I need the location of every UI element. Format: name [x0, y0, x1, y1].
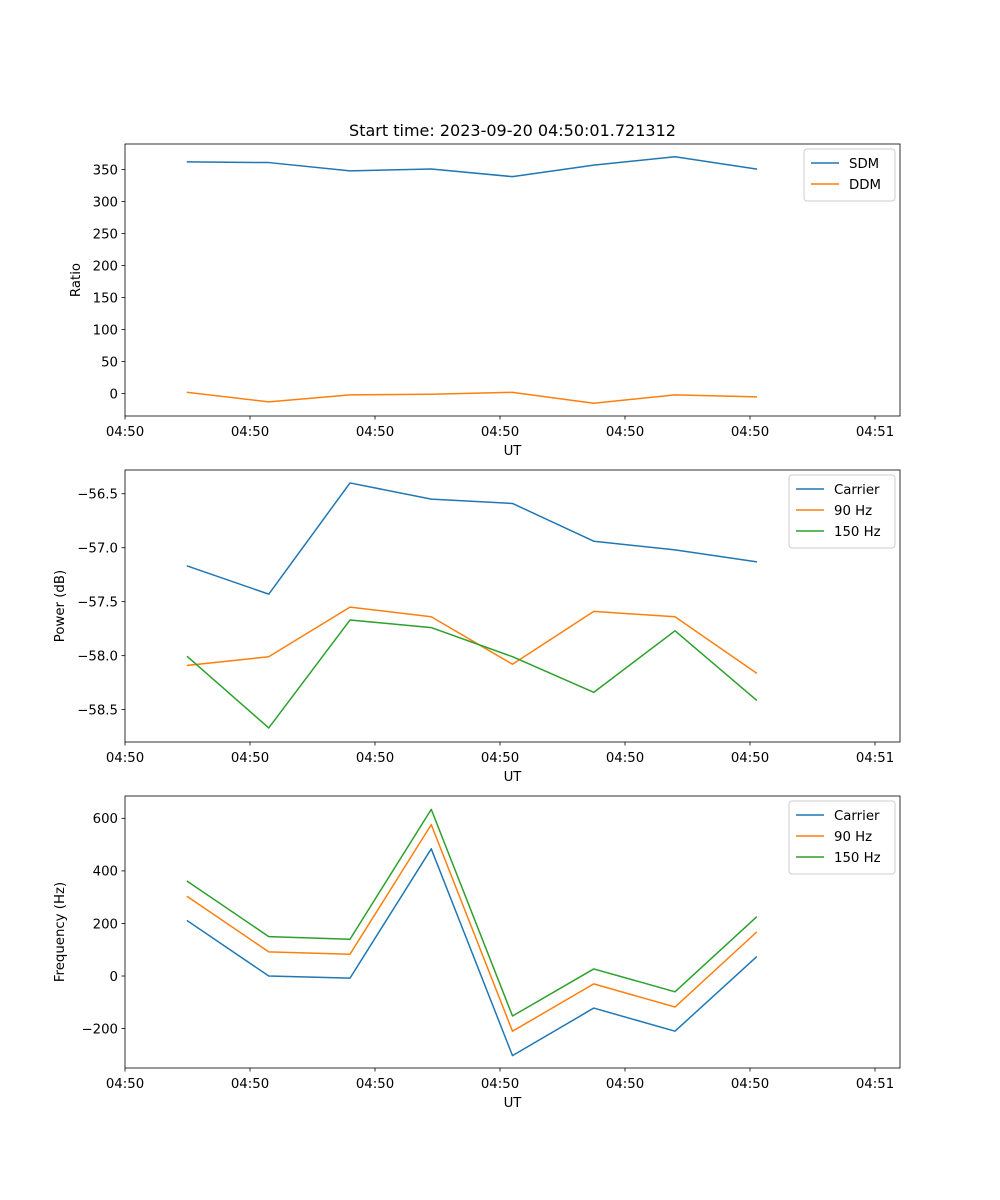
x-tick-label: 04:50 [606, 751, 644, 766]
x-tick-label: 04:50 [106, 425, 144, 440]
x-tick-label: 04:50 [106, 1077, 144, 1092]
legend: SDM DDM [803, 148, 896, 202]
legend-label: Carrier [834, 483, 880, 498]
x-tick-label: 04:50 [356, 425, 394, 440]
y-tick-label: −57.5 [77, 595, 118, 610]
x-axis-label: UT [504, 770, 523, 785]
y-axis-label: Power (dB) [53, 570, 68, 642]
y-tick-label: 150 [93, 291, 118, 306]
legend-box [803, 148, 896, 202]
y-tick-label: −57.0 [77, 542, 118, 557]
x-tick-label: 04:51 [856, 1077, 894, 1092]
subplot-2: 04:50 04:50 04:50 04:50 04:50 04:50 04:51 −58.5… [53, 469, 901, 785]
y-tick-label: −58.5 [77, 703, 118, 718]
x-tick-label: 04:50 [231, 425, 269, 440]
legend-label: 90 Hz [834, 830, 872, 845]
y-tick-label: 350 [93, 163, 118, 178]
y-tick-label: 0 [110, 387, 118, 402]
series-line-carrier [186, 482, 758, 595]
x-tick-label: 04:50 [106, 751, 144, 766]
y-tick-label: 200 [93, 259, 118, 274]
x-tick-label: 04:50 [606, 425, 644, 440]
legend-label: 150 Hz [834, 525, 881, 540]
legend-label: 90 Hz [834, 504, 872, 519]
series-line-ddm [186, 391, 758, 404]
series-line-150-hz [186, 808, 758, 1017]
legend-box [788, 800, 896, 875]
x-tick-label: 04:50 [481, 751, 519, 766]
series-line-150-hz [186, 619, 758, 729]
y-tick-label: −200 [81, 1022, 118, 1037]
y-tick-label: 250 [93, 227, 118, 242]
x-axis-label: UT [504, 444, 523, 459]
series-line-carrier [186, 848, 758, 1057]
x-tick-label: 04:50 [606, 1077, 644, 1092]
legend-label: 150 Hz [834, 851, 881, 866]
legend-label: SDM [849, 157, 879, 172]
x-tick-label: 04:50 [231, 1077, 269, 1092]
legend-label: DDM [849, 178, 881, 193]
legend-box [788, 474, 896, 549]
x-tick-label: 04:50 [481, 1077, 519, 1092]
x-tick-label: 04:50 [731, 1077, 769, 1092]
series-line-sdm [186, 156, 758, 178]
x-tick-label: 04:50 [731, 751, 769, 766]
legend: Carrier 90 Hz 150 Hz [788, 800, 896, 875]
y-tick-label: −58.0 [77, 649, 118, 664]
x-tick-label: 04:51 [856, 751, 894, 766]
y-axis-label: Ratio [69, 263, 84, 297]
series-line-90-hz [186, 606, 758, 674]
axes-frame [124, 795, 901, 1069]
y-tick-label: 50 [101, 355, 118, 370]
y-axis-label: Frequency (Hz) [53, 882, 68, 982]
y-tick-label: 400 [93, 865, 118, 880]
x-tick-label: 04:50 [231, 751, 269, 766]
x-tick-label: 04:50 [731, 425, 769, 440]
y-tick-label: 0 [110, 970, 118, 985]
y-tick-label: −56.5 [77, 488, 118, 503]
x-tick-label: 04:50 [356, 1077, 394, 1092]
axes-frame [124, 143, 901, 417]
legend-label: Carrier [834, 809, 880, 824]
figure-title: Start time: 2023-09-20 04:50:01.721312 [349, 121, 676, 140]
x-tick-label: 04:50 [481, 425, 519, 440]
x-tick-label: 04:51 [856, 425, 894, 440]
series-line-90-hz [186, 823, 758, 1032]
y-tick-label: 300 [93, 195, 118, 210]
y-tick-label: 100 [93, 323, 118, 338]
subplots: 04:50 04:50 04:50 04:50 04:50 04:50 04:51 0 50 10… [53, 143, 901, 1111]
axes-frame [124, 469, 901, 743]
subplot-3: 04:50 04:50 04:50 04:50 04:50 04:50 04:51 −200 0… [53, 795, 901, 1111]
x-axis-label: UT [504, 1096, 523, 1111]
legend: Carrier 90 Hz 150 Hz [788, 474, 896, 549]
y-tick-label: 200 [93, 917, 118, 932]
subplot-1: 04:50 04:50 04:50 04:50 04:50 04:50 04:51 0 50 10… [69, 143, 901, 459]
y-tick-label: 600 [93, 812, 118, 827]
x-tick-label: 04:50 [356, 751, 394, 766]
